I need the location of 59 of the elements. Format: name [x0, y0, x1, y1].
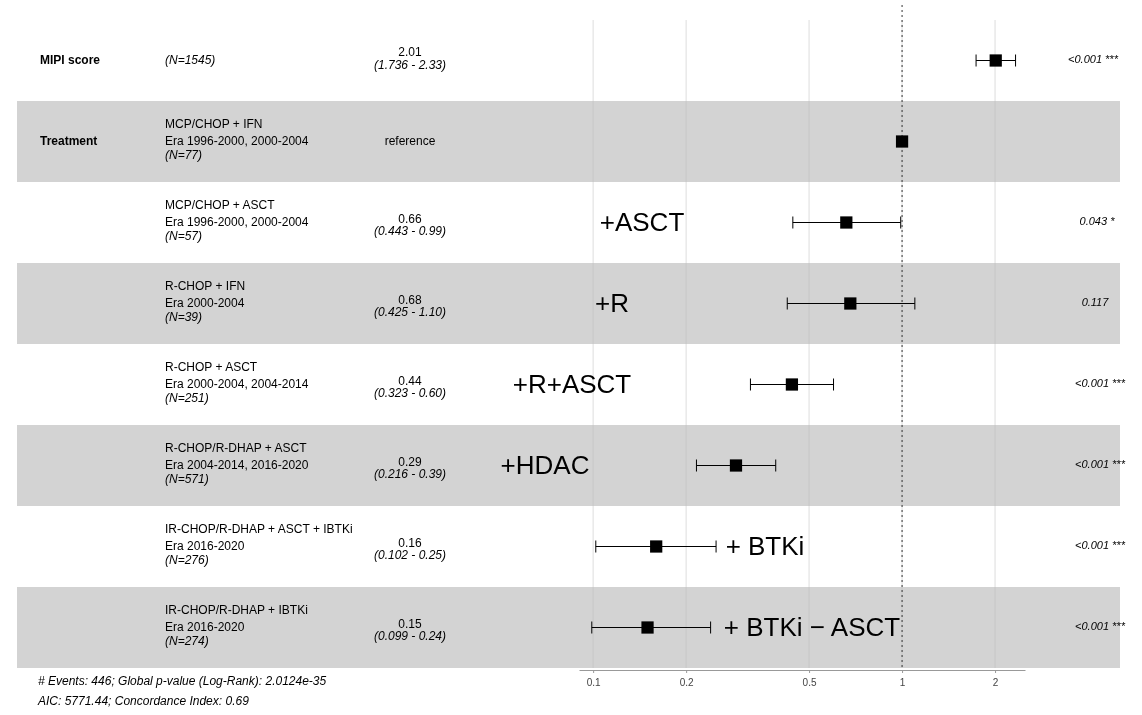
- text: 0.29: [398, 454, 422, 469]
- text: IR-CHOP/R-DHAP + ASCT + IBTKi: [165, 521, 353, 536]
- text: Era 2004-2014, 2016-2020: [165, 457, 309, 472]
- annotation: + BTKi: [725, 531, 805, 562]
- x-tick-label: 1: [899, 677, 906, 689]
- text: (N=57): [165, 228, 203, 243]
- text: Era 2000-2004, 2004-2014: [165, 376, 309, 391]
- text: (N=1545): [165, 52, 216, 67]
- text: 0.117: [1081, 296, 1110, 309]
- text: 0.66: [398, 211, 422, 226]
- text: Era 2016-2020: [165, 619, 245, 634]
- text: # Events: 446; Global p-value (Log-Rank): 2.0124e-35: [38, 674, 327, 689]
- text: (N=39): [165, 309, 203, 324]
- text: IR-CHOP/R-DHAP + IBTKi: [165, 602, 308, 617]
- text: Era 1996-2000, 2000-2004: [165, 214, 309, 229]
- text: R-CHOP + IFN: [165, 278, 246, 293]
- x-tick-label: 0.1: [586, 677, 602, 689]
- annotation: +R: [595, 288, 629, 319]
- text: <0.001 ***: [1075, 458, 1126, 471]
- text: MIPI score: [40, 52, 101, 67]
- text: <0.001 ***: [1075, 377, 1126, 390]
- text: <0.001 ***: [1068, 53, 1119, 66]
- annotation: +ASCT: [599, 207, 685, 238]
- text: <0.001 ***: [1075, 539, 1126, 552]
- text: 0.68: [398, 292, 422, 307]
- annotation: +HDAC: [500, 450, 590, 481]
- text: 0.15: [398, 616, 422, 631]
- text: Era 2016-2020: [165, 538, 245, 553]
- x-tick-label: 2: [992, 677, 999, 689]
- text: reference: [384, 133, 436, 148]
- x-tick-label: 0.2: [679, 677, 695, 689]
- text: 0.16: [398, 535, 422, 550]
- text: (N=251): [165, 390, 209, 405]
- annotation: +R+ASCT: [512, 369, 632, 400]
- text: R-CHOP/R-DHAP + ASCT: [165, 440, 308, 455]
- annotation: + BTKi − ASCT: [723, 612, 901, 643]
- text: AIC: 5771.44; Concordance Index: 0.69: [37, 694, 250, 709]
- text: Treatment: [40, 133, 98, 148]
- text: (0.323 - 0.60): [373, 385, 447, 400]
- text: (N=77): [165, 147, 203, 162]
- text: Era 1996-2000, 2000-2004: [165, 133, 309, 148]
- text: (0.425 - 1.10): [373, 304, 447, 319]
- text: 0.043 *: [1079, 215, 1116, 228]
- text: R-CHOP + ASCT: [165, 359, 258, 374]
- text: (0.102 - 0.25): [373, 547, 447, 562]
- text: MCP/CHOP + IFN: [165, 116, 263, 131]
- text: (0.443 - 0.99): [373, 223, 447, 238]
- text: 0.44: [398, 373, 422, 388]
- text: <0.001 ***: [1075, 620, 1126, 633]
- text: MCP/CHOP + ASCT: [165, 197, 276, 212]
- text: 2.01: [398, 44, 422, 59]
- text: (N=571): [165, 471, 209, 486]
- text: (0.099 - 0.24): [373, 628, 447, 643]
- text: Era 2000-2004: [165, 295, 245, 310]
- text: (0.216 - 0.39): [373, 466, 447, 481]
- text: (N=276): [165, 552, 209, 567]
- x-tick-label: 0.5: [802, 677, 817, 689]
- text: (1.736 - 2.33): [373, 57, 447, 72]
- text: (N=274): [165, 633, 209, 648]
